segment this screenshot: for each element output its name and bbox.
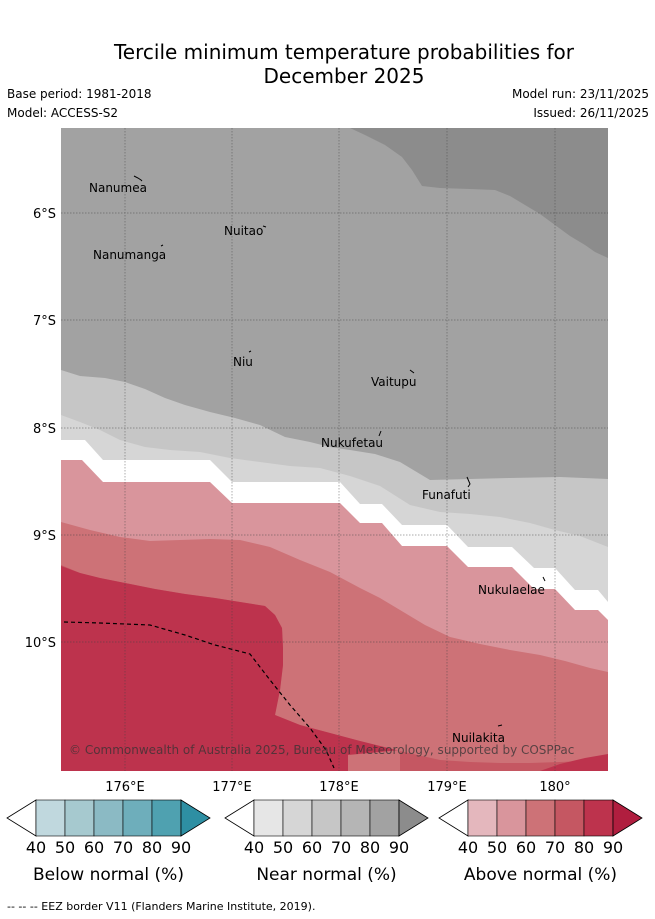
colorbar-title: Above normal (%) [464, 865, 617, 885]
colorbar-swatch [369, 799, 400, 837]
colorbar-below-normal: 40 50 60 70 80 90 Below normal (%) [6, 799, 211, 885]
above-normal-80-90-region [61, 566, 400, 771]
colorbar-tick-label: 60 [302, 838, 322, 857]
island-label: Nuilakita [452, 731, 505, 745]
colorbar-tick-label: 50 [487, 838, 507, 857]
island-marks [133, 175, 546, 727]
colorbar-swatch [583, 799, 614, 837]
lat-label: 8°S [33, 422, 56, 437]
colorbar-swatch [311, 799, 342, 837]
lat-label: 9°S [33, 529, 56, 544]
gridlines [61, 128, 608, 771]
colorbar-swatch [496, 799, 527, 837]
colorbar-tick-label: 80 [574, 838, 594, 857]
colorbar-near-normal: 40 50 60 70 80 90 Near normal (%) [224, 799, 429, 885]
island-label: Nukulaelae [478, 583, 545, 597]
colorbar-swatch [467, 799, 498, 837]
model-run: Model run: 23/11/2025 [511, 87, 649, 101]
colorbar-swatch [64, 799, 95, 837]
colorbar-tick-label: 50 [55, 838, 75, 857]
colorbar-under-arrow [6, 799, 37, 837]
colorbar-above-normal: 40 50 60 70 80 90 Above normal (%) [438, 799, 643, 885]
colorbar-swatch [340, 799, 371, 837]
colorbar-swatch [554, 799, 585, 837]
colorbar-tick-label: 80 [142, 838, 162, 857]
colorbar-title: Near normal (%) [256, 865, 396, 885]
colorbar-swatch [151, 799, 182, 837]
colorbar-tick-label: 90 [603, 838, 623, 857]
colorbar-under-arrow [438, 799, 469, 837]
island-labels: Nanumea Nuitao Nanumanga Niu Vaitupu Nuk… [89, 181, 545, 745]
colorbar-tick-label: 80 [360, 838, 380, 857]
island-label: Niu [233, 355, 253, 369]
island-label: Nanumea [89, 181, 147, 195]
latitude-labels: 6°S 7°S 8°S 9°S 10°S [25, 207, 56, 651]
colorbar-over-arrow [612, 799, 643, 837]
lon-label: 179°E [427, 780, 467, 795]
colorbar-tick-label: 90 [171, 838, 191, 857]
colorbar-tick-label: 60 [84, 838, 104, 857]
above-normal-80-90-region-southeast [540, 754, 608, 771]
colorbar-tick-label: 40 [26, 838, 46, 857]
lat-label: 10°S [25, 636, 56, 651]
colorbar-under-arrow [224, 799, 255, 837]
colorbar-swatch [253, 799, 284, 837]
island-label: Funafuti [422, 488, 471, 502]
colorbar-swatch [93, 799, 124, 837]
lon-label: 180° [539, 780, 570, 795]
colorbar-over-arrow [180, 799, 211, 837]
lon-label: 177°E [212, 780, 252, 795]
colorbar-swatch [122, 799, 153, 837]
colorbar-over-arrow [398, 799, 429, 837]
island-label: Nukufetau [321, 436, 383, 450]
model-name: Model: ACCESS-S2 [7, 106, 119, 120]
colorbar-tick-label: 40 [244, 838, 264, 857]
above-normal-60-70-region-south [348, 750, 400, 771]
island-label: Nanumanga [93, 248, 166, 262]
colorbar-swatch [35, 799, 66, 837]
island-label: Vaitupu [371, 375, 417, 389]
base-period: Base period: 1981-2018 [7, 87, 152, 101]
colorbar-tick-label: 70 [113, 838, 133, 857]
copyright-notice: © Commonwealth of Australia 2025, Bureau… [69, 743, 574, 757]
longitude-labels: 176°E 177°E 178°E 179°E 180° [105, 780, 570, 795]
lon-label: 176°E [105, 780, 145, 795]
eez-border [63, 621, 335, 769]
issued-date: Issued: 26/11/2025 [533, 106, 649, 120]
lat-label: 6°S [33, 207, 56, 222]
colorbar-tick-label: 70 [331, 838, 351, 857]
colorbar-tick-label: 70 [545, 838, 565, 857]
near-normal-80-90-region [350, 128, 608, 258]
colorbar-swatch [525, 799, 556, 837]
probability-contours [61, 128, 608, 771]
colorbar-tick-label: 60 [516, 838, 536, 857]
colorbar-tick-label: 90 [389, 838, 409, 857]
eez-legend-note: -- -- -- EEZ border V11 (Flanders Marine… [7, 900, 316, 913]
lon-label: 178°E [319, 780, 359, 795]
lat-label: 7°S [33, 314, 56, 329]
colorbar-title: Below normal (%) [33, 865, 184, 885]
island-label: Nuitao [224, 224, 263, 238]
page-title: Tercile minimum temperature probabilitie… [113, 40, 575, 88]
colorbar-tick-label: 50 [273, 838, 293, 857]
colorbar-swatch [282, 799, 313, 837]
colorbar-tick-label: 40 [458, 838, 478, 857]
